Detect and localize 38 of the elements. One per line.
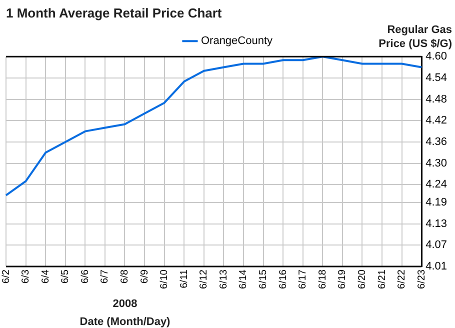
- y-tick-label: 4.36: [426, 136, 448, 148]
- x-axis-title: Date (Month/Day): [80, 316, 171, 328]
- x-tick-label: 6/7: [100, 269, 111, 284]
- x-tick-label: 6/3: [20, 269, 32, 284]
- y-tick-label: 4.01: [426, 260, 448, 273]
- y-tick-label: 4.42: [426, 114, 448, 127]
- y-tick-label: 4.19: [426, 196, 448, 209]
- x-tick-label: 6/10: [159, 269, 170, 290]
- y-tick-label: 4.54: [426, 72, 448, 84]
- x-tick-label: 6/9: [139, 269, 150, 284]
- x-tick-label: 6/11: [178, 269, 190, 288]
- text: 2008: [112, 298, 138, 310]
- x-tick-label: 6/20: [356, 269, 368, 290]
- x-tick-label: 6/16: [278, 269, 289, 290]
- x-tick-label: 6/12: [198, 269, 210, 290]
- x-tick-label: 6/21: [376, 269, 388, 290]
- y-tick-label: 4.13: [426, 218, 448, 230]
- y-tick-label: 4.30: [426, 157, 448, 170]
- y-axis-title: Regular Gas Price (US $/G): [378, 24, 452, 50]
- x-tick-label: 6/8: [119, 269, 130, 284]
- y-tick-label: 4.24: [426, 178, 448, 191]
- legend-label: OrangeCounty: [200, 35, 274, 48]
- x-tick-label: 6/18: [317, 269, 328, 290]
- y-tick-label: 4.60: [426, 50, 448, 63]
- x-tick-label: 6/23: [416, 269, 428, 290]
- chart-title: 1 Month Average Retail Price Chart: [6, 5, 222, 20]
- y-tick-label: 4.07: [426, 239, 448, 252]
- x-tick-label: 6/2: [0, 269, 12, 284]
- x-tick-label: 6/17: [298, 269, 309, 290]
- x-tick-label: 6/14: [238, 269, 250, 290]
- x-tick-label: 6/5: [60, 269, 72, 284]
- x-tick-label: 6/22: [396, 269, 408, 290]
- x-tick-label: 6/13: [218, 269, 230, 290]
- x-tick-label: 6/15: [258, 269, 270, 290]
- y-tick-label: 4.48: [426, 93, 448, 106]
- x-tick-label: 6/19: [337, 269, 348, 290]
- x-tick-label: 6/4: [40, 269, 52, 284]
- x-tick-label: 6/6: [80, 269, 91, 284]
